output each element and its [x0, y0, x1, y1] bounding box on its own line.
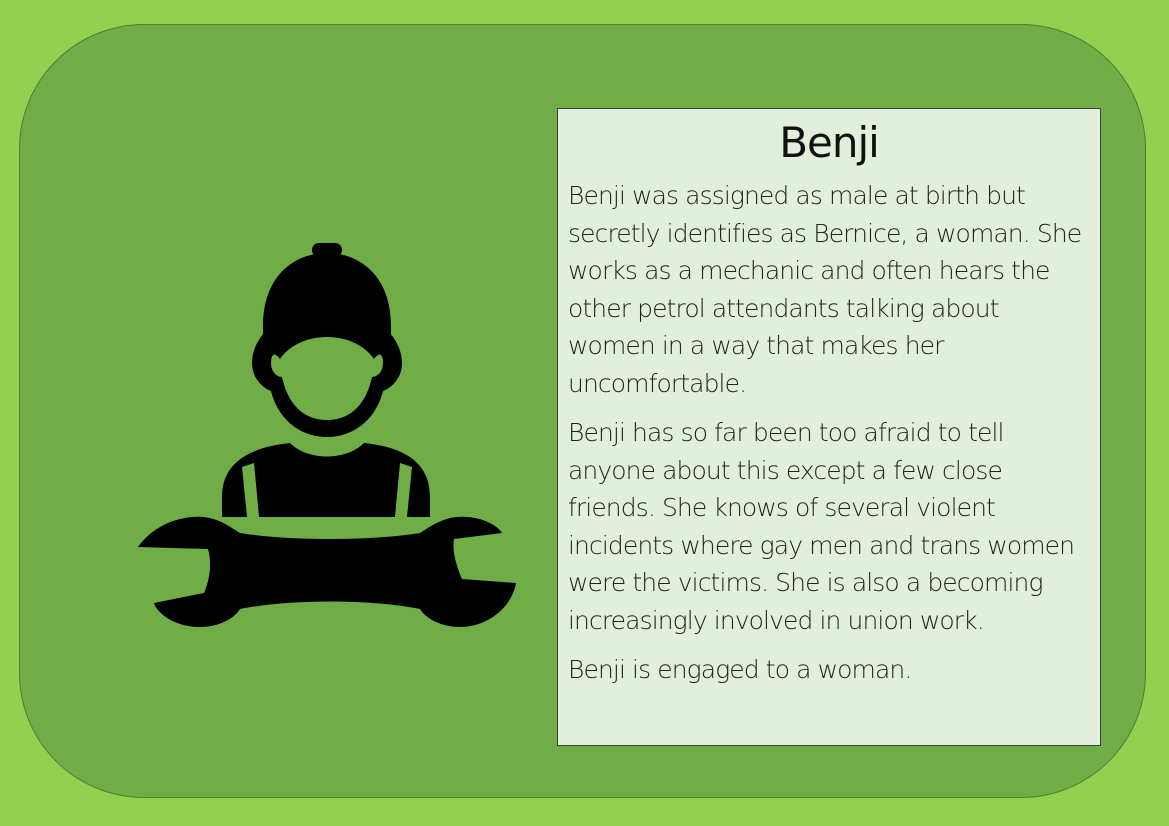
profile-card: Benji Benji was assigned as male at birt… — [19, 24, 1146, 798]
profile-text-box: Benji Benji was assigned as male at birt… — [557, 108, 1101, 746]
torso — [222, 443, 430, 517]
mechanic-illustration — [138, 243, 516, 627]
profile-paragraph-1: Benji was assigned as male at birth but … — [568, 181, 1082, 398]
profile-paragraph-3: Benji is engaged to a woman. — [568, 655, 912, 684]
wrench — [138, 516, 516, 627]
mechanic-with-wrench-icon — [130, 235, 530, 645]
profile-paragraph-2: Benji has so far been too afraid to tell… — [568, 418, 1075, 635]
overall-strap-right — [394, 463, 412, 527]
wrench-outline-gap — [230, 521, 430, 535]
profile-name: Benji — [779, 118, 880, 167]
face-outline — [252, 307, 402, 437]
overall-strap-left — [242, 463, 260, 527]
